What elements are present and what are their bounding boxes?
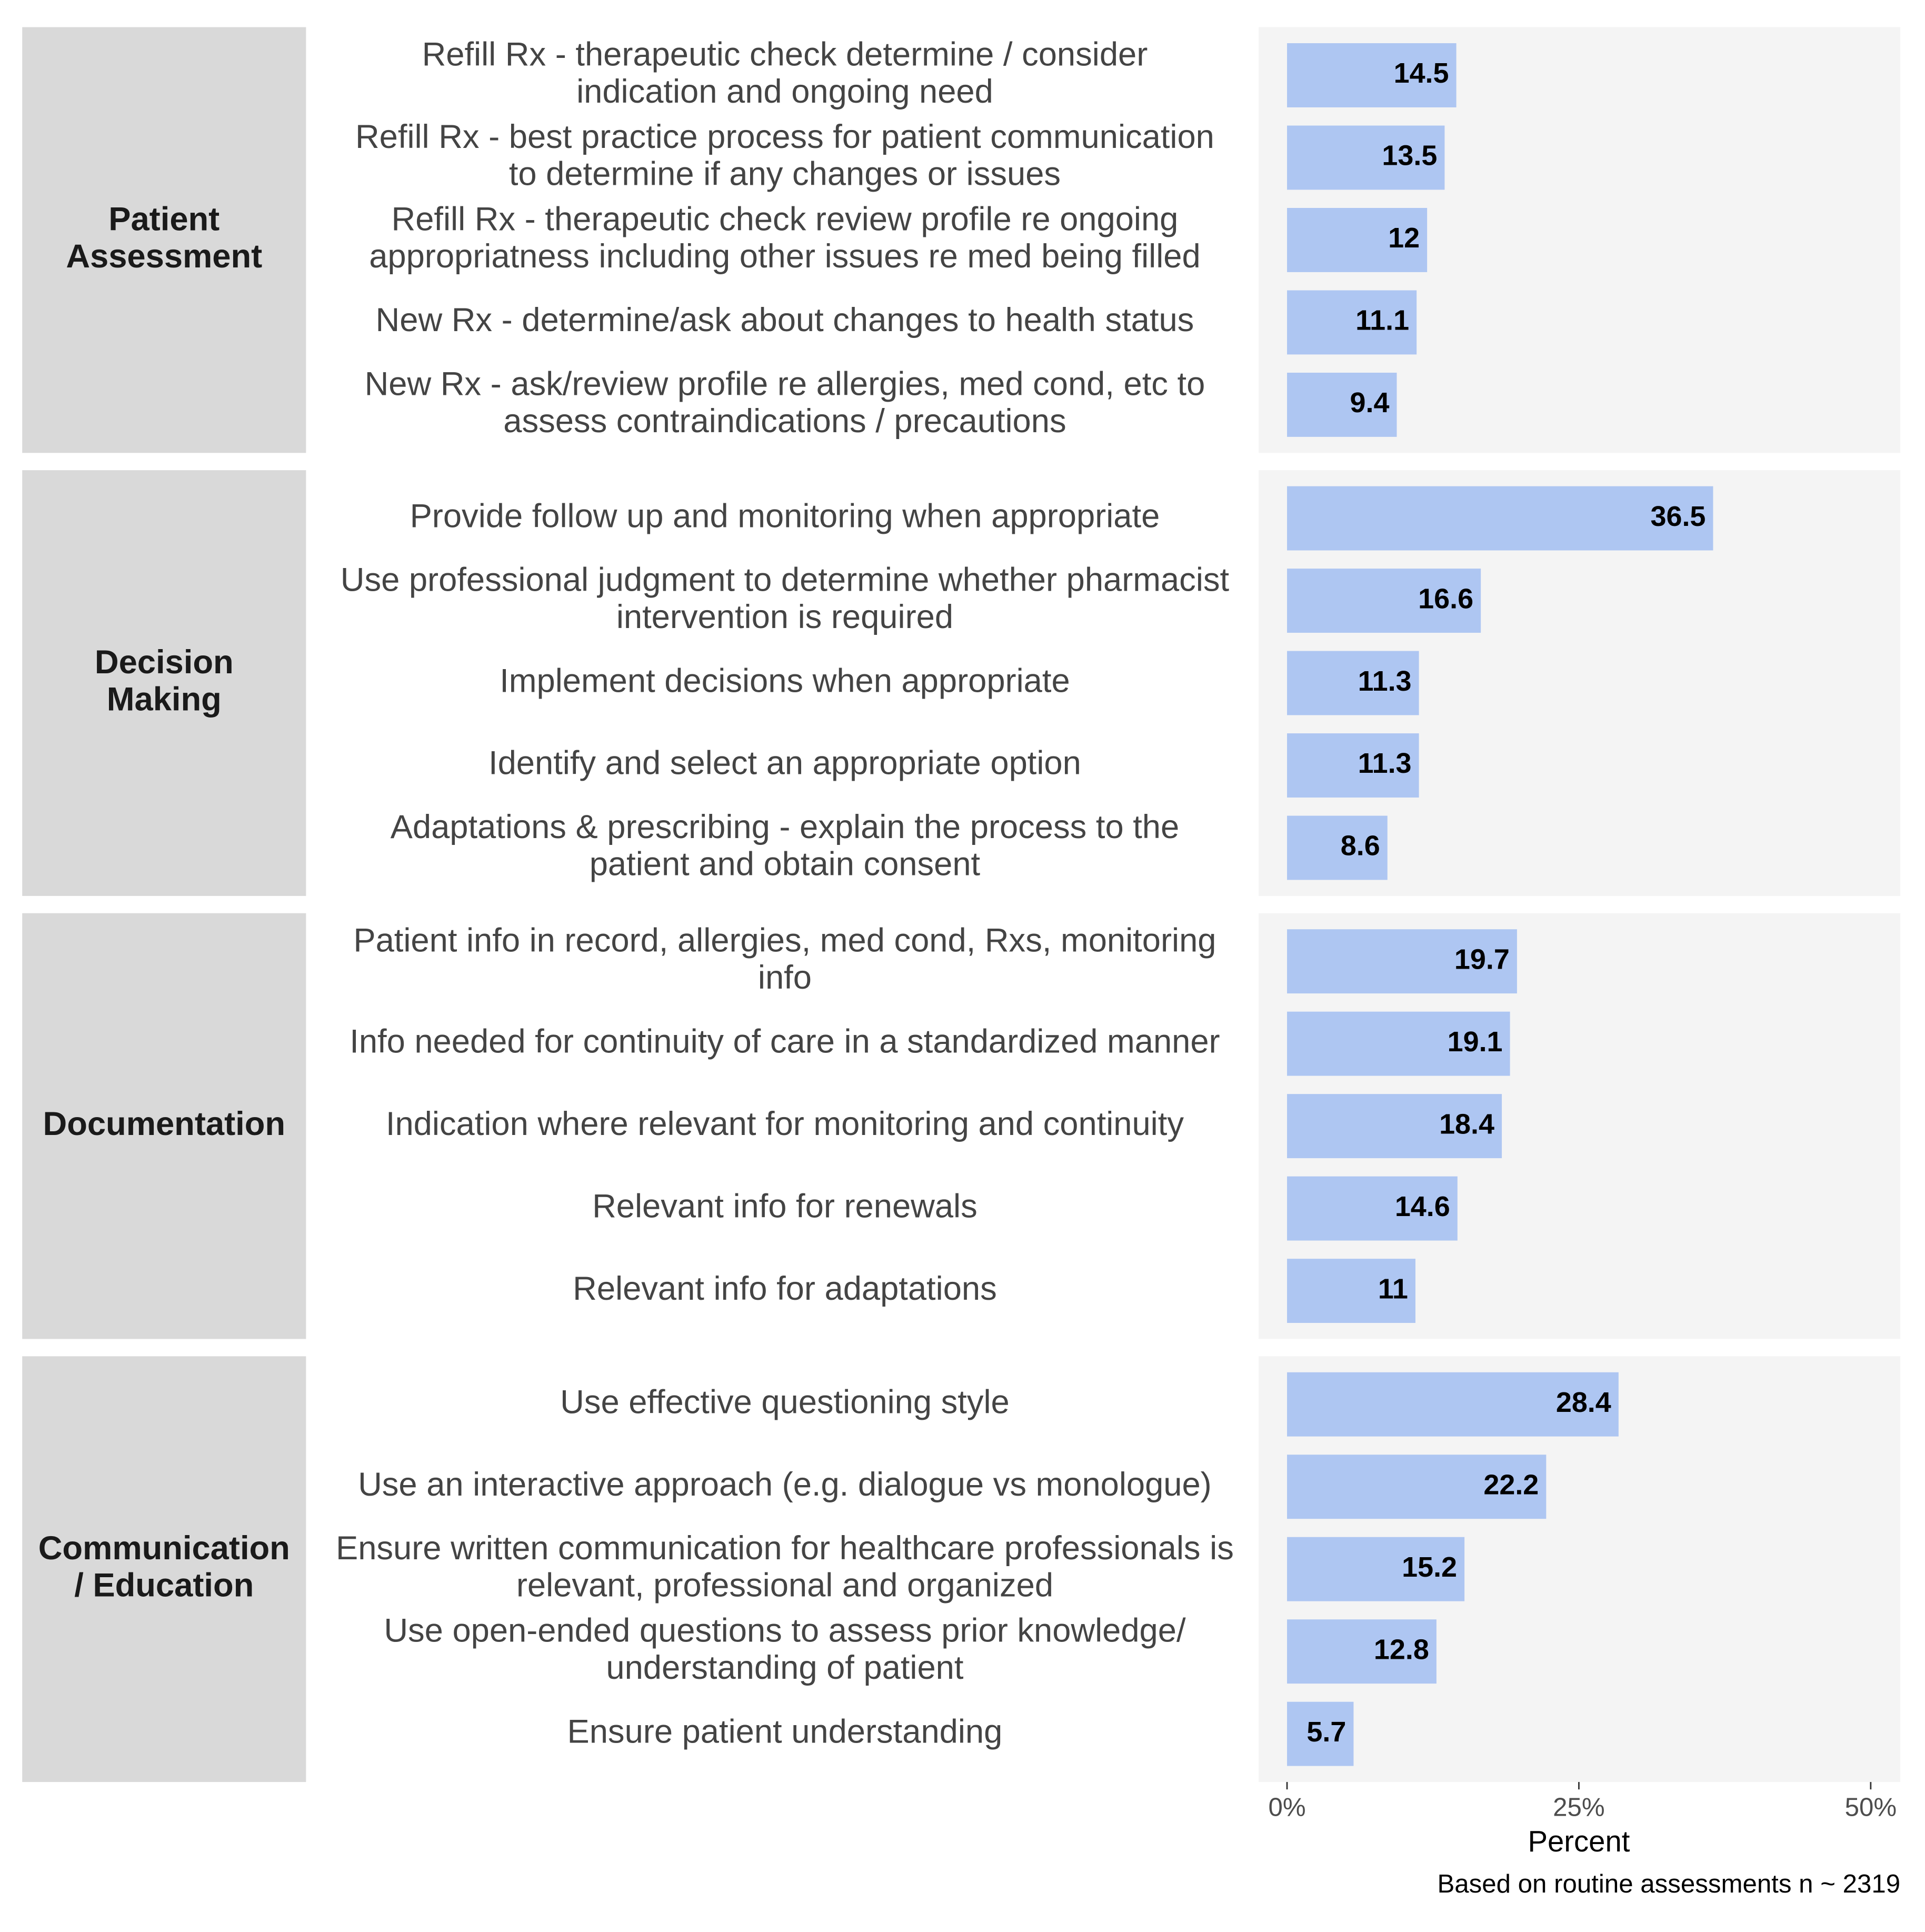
bar bbox=[1287, 815, 1388, 880]
bar-value-label: 12 bbox=[1388, 222, 1420, 254]
bar-value-label: 11.1 bbox=[1355, 305, 1409, 336]
category-label: relevant, professional and organized bbox=[516, 1567, 1053, 1604]
bar-value-label: 16.6 bbox=[1418, 583, 1473, 614]
bar-value-label: 12.8 bbox=[1374, 1634, 1429, 1665]
category-label: appropriatness including other issues re… bbox=[369, 238, 1200, 275]
bar bbox=[1287, 569, 1481, 633]
bar bbox=[1287, 1176, 1458, 1241]
facet-label: Communication bbox=[38, 1530, 290, 1567]
bar bbox=[1287, 929, 1517, 994]
bar-value-label: 11 bbox=[1378, 1273, 1408, 1304]
x-axis-title: Percent bbox=[1528, 1825, 1630, 1858]
bar bbox=[1287, 1537, 1465, 1601]
bar bbox=[1287, 1011, 1510, 1076]
category-label: patient and obtain consent bbox=[590, 845, 981, 882]
category-label: Use professional judgment to determine w… bbox=[341, 562, 1230, 599]
category-label: assess contraindications / precautions bbox=[503, 403, 1066, 440]
bar-value-label: 9.4 bbox=[1350, 387, 1389, 419]
bar bbox=[1287, 1701, 1354, 1766]
category-label: to determine if any changes or issues bbox=[509, 155, 1061, 192]
bar-value-label: 11.3 bbox=[1358, 748, 1412, 779]
facet-strip bbox=[22, 913, 306, 1339]
bar-value-label: 19.7 bbox=[1454, 943, 1510, 975]
category-label: Refill Rx - therapeutic check review pro… bbox=[392, 201, 1179, 238]
category-label: Provide follow up and monitoring when ap… bbox=[410, 497, 1160, 534]
bar bbox=[1287, 1259, 1415, 1323]
facet-strip bbox=[22, 27, 306, 453]
facet-label: Patient bbox=[108, 201, 220, 238]
category-label: Implement decisions when appropriate bbox=[500, 662, 1070, 699]
category-label: Use an interactive approach (e.g. dialog… bbox=[358, 1466, 1212, 1503]
facet-strip bbox=[22, 1356, 306, 1782]
category-label: New Rx - determine/ask about changes to … bbox=[376, 302, 1194, 338]
category-label: Relevant info for renewals bbox=[592, 1188, 978, 1224]
bar-value-label: 19.1 bbox=[1448, 1026, 1503, 1058]
bar bbox=[1287, 1619, 1437, 1684]
category-label: Refill Rx - best practice process for pa… bbox=[355, 118, 1214, 155]
facet-label: Documentation bbox=[43, 1106, 286, 1142]
x-tick-label: 0% bbox=[1268, 1793, 1305, 1822]
category-label: understanding of patient bbox=[606, 1649, 963, 1686]
category-label: Identify and select an appropriate optio… bbox=[488, 745, 1081, 782]
facet-label: Decision bbox=[95, 644, 234, 681]
caption: Based on routine assessments n ~ 2319 bbox=[1437, 1869, 1900, 1898]
category-label: New Rx - ask/review profile re allergies… bbox=[365, 365, 1205, 402]
category-label: info bbox=[758, 959, 812, 996]
category-label: Indication where relevant for monitoring… bbox=[386, 1106, 1184, 1142]
category-label: Use effective questioning style bbox=[560, 1383, 1010, 1420]
bar bbox=[1287, 1372, 1619, 1437]
bar-value-label: 13.5 bbox=[1382, 140, 1437, 172]
category-label: Adaptations & prescribing - explain the … bbox=[391, 809, 1180, 845]
category-label: Use open-ended questions to assess prior… bbox=[384, 1612, 1186, 1649]
category-label: Refill Rx - therapeutic check determine … bbox=[422, 36, 1148, 73]
bar-value-label: 15.2 bbox=[1402, 1551, 1457, 1583]
x-tick-label: 25% bbox=[1553, 1793, 1605, 1822]
category-label: Ensure patient understanding bbox=[567, 1713, 1003, 1750]
bar bbox=[1287, 1455, 1547, 1519]
facet-strip bbox=[22, 470, 306, 896]
category-label: Relevant info for adaptations bbox=[573, 1270, 997, 1307]
facet-label: / Education bbox=[74, 1567, 254, 1604]
bar bbox=[1287, 43, 1457, 107]
category-label: Ensure written communication for healthc… bbox=[336, 1530, 1234, 1567]
bar bbox=[1287, 486, 1713, 551]
bar bbox=[1287, 208, 1428, 272]
bar-value-label: 8.6 bbox=[1341, 830, 1380, 862]
bar-value-label: 18.4 bbox=[1439, 1108, 1494, 1140]
category-label: intervention is required bbox=[616, 599, 953, 635]
category-label: Patient info in record, allergies, med c… bbox=[353, 922, 1216, 959]
bar bbox=[1287, 651, 1419, 715]
x-tick-label: 50% bbox=[1845, 1793, 1897, 1822]
bar bbox=[1287, 125, 1445, 190]
bar-value-label: 14.5 bbox=[1394, 57, 1449, 89]
bar bbox=[1287, 372, 1397, 437]
bar-value-label: 22.2 bbox=[1483, 1469, 1539, 1500]
bar-value-label: 14.6 bbox=[1395, 1191, 1450, 1222]
bar-value-label: 5.7 bbox=[1306, 1716, 1346, 1748]
bar bbox=[1287, 290, 1417, 355]
category-label: Info needed for continuity of care in a … bbox=[350, 1023, 1220, 1060]
bar bbox=[1287, 1094, 1502, 1159]
category-label: indication and ongoing need bbox=[576, 73, 993, 110]
facet-label: Making bbox=[107, 681, 222, 718]
bar bbox=[1287, 733, 1419, 798]
bar-value-label: 28.4 bbox=[1556, 1387, 1611, 1418]
facet-label: Assessment bbox=[66, 238, 262, 275]
bar-value-label: 36.5 bbox=[1650, 501, 1705, 532]
bar-value-label: 11.3 bbox=[1358, 665, 1412, 697]
